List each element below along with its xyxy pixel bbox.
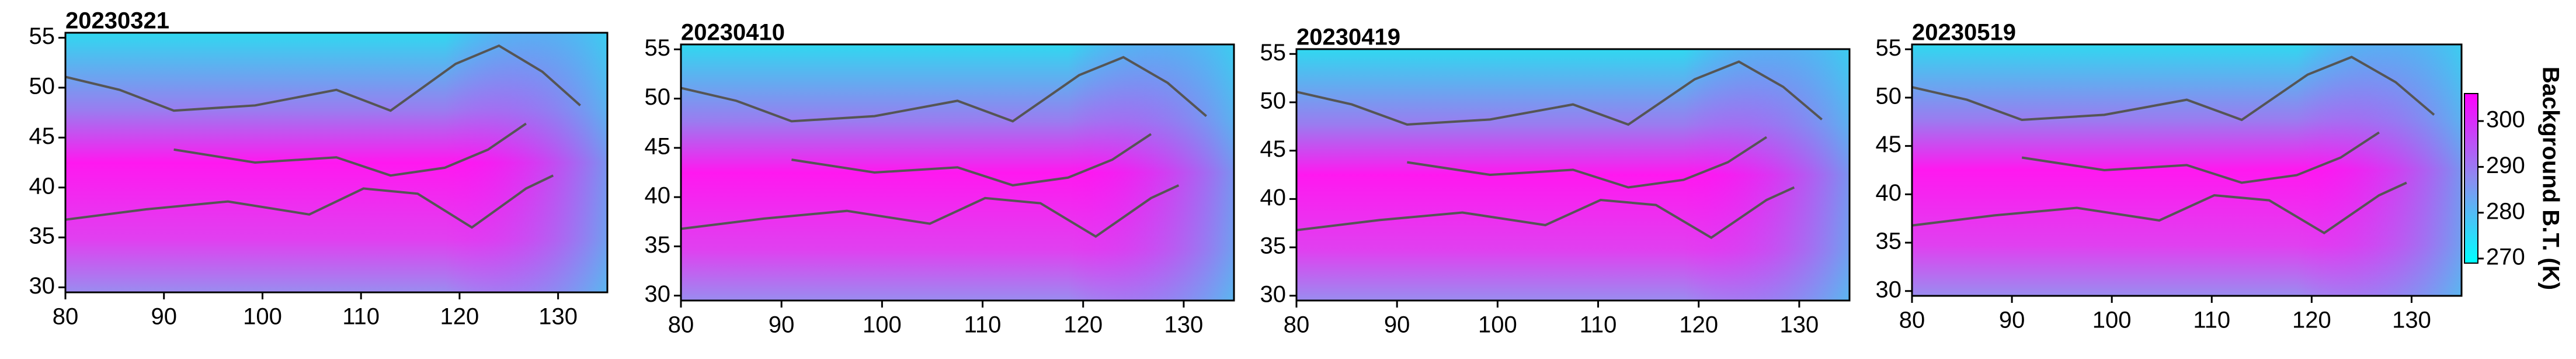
boundary-line	[680, 56, 1207, 123]
panel-title: 20230321	[65, 8, 169, 34]
plot-frame	[1295, 48, 1851, 302]
boundary-line	[1296, 186, 1795, 239]
boundary-line	[1407, 136, 1768, 189]
x-tick-label: 90	[769, 312, 795, 338]
x-tick-label: 100	[1478, 312, 1517, 338]
colorbar-tick-label: 270	[2486, 244, 2525, 270]
boundary-line	[1296, 60, 1823, 126]
map-image-overlay	[65, 33, 607, 292]
panel-title: 20230519	[1912, 20, 2016, 46]
x-tick-label: 110	[2193, 308, 2230, 333]
x-tick-label: 80	[53, 304, 79, 330]
x-tick-label: 90	[151, 304, 177, 330]
x-tick-label: 90	[1384, 312, 1410, 338]
x-tick-label: 130	[538, 304, 578, 330]
map-image-overlay	[1296, 49, 1850, 301]
x-tick-label: 110	[1580, 312, 1617, 338]
map-image-overlay	[1912, 44, 2462, 296]
boundary-line	[1911, 56, 2435, 122]
y-tick-label: 55	[645, 35, 671, 61]
boundary-line	[1911, 181, 2407, 234]
panel-title: 20230419	[1296, 25, 1400, 50]
y-tick-label: 40	[1260, 185, 1287, 210]
x-tick-label: 110	[342, 304, 380, 330]
panel-title: 20230410	[681, 20, 785, 46]
colorbar-label: Background B.T. (K)	[2537, 67, 2563, 290]
map-image-overlay	[681, 44, 1234, 301]
colorbar	[2464, 93, 2478, 264]
y-tick-label: 40	[645, 183, 671, 209]
boundary-line	[680, 184, 1180, 238]
x-tick-label: 100	[243, 304, 282, 330]
y-tick-label: 45	[1260, 136, 1287, 162]
x-tick-label: 130	[1780, 312, 1819, 338]
x-tick-label: 100	[2092, 308, 2132, 333]
y-tick-label: 45	[1876, 132, 1902, 157]
plot-frame	[1911, 43, 2463, 297]
boundary-line	[65, 174, 554, 229]
y-tick-label: 55	[1876, 35, 1902, 61]
y-tick-label: 30	[645, 281, 671, 307]
x-tick-label: 120	[1063, 312, 1103, 338]
x-tick-label: 120	[2292, 308, 2331, 333]
boundary-line	[65, 44, 581, 112]
x-tick-label: 80	[1284, 312, 1310, 338]
y-tick-label: 50	[645, 84, 671, 110]
x-tick-label: 120	[1679, 312, 1718, 338]
x-tick-label: 90	[1999, 308, 2025, 333]
y-tick-label: 35	[1876, 229, 1902, 254]
y-tick-label: 30	[1260, 281, 1287, 307]
y-tick-label: 45	[645, 133, 671, 159]
y-tick-label: 50	[1876, 84, 1902, 109]
boundary-line	[2021, 131, 2380, 184]
y-tick-label: 45	[29, 123, 55, 149]
y-tick-label: 55	[1260, 40, 1287, 65]
y-tick-label: 35	[1260, 233, 1287, 259]
y-tick-label: 30	[29, 273, 55, 299]
x-tick-label: 80	[668, 312, 694, 338]
x-tick-label: 120	[440, 304, 479, 330]
colorbar-tick-label: 300	[2486, 107, 2525, 133]
y-tick-label: 55	[29, 23, 55, 49]
y-tick-label: 35	[29, 223, 55, 249]
colorbar-tick-label: 280	[2486, 198, 2525, 224]
y-tick-label: 35	[645, 232, 671, 258]
x-tick-label: 130	[2392, 308, 2431, 333]
colorbar-tick-label: 290	[2486, 153, 2525, 178]
y-tick-label: 50	[1260, 88, 1287, 114]
y-tick-label: 30	[1876, 277, 1902, 302]
plot-frame	[64, 32, 609, 294]
boundary-line	[173, 122, 527, 177]
x-tick-label: 80	[1899, 308, 1925, 333]
x-tick-label: 130	[1164, 312, 1204, 338]
x-tick-label: 100	[863, 312, 902, 338]
y-tick-label: 40	[1876, 180, 1902, 206]
y-tick-label: 40	[29, 173, 55, 199]
x-tick-label: 110	[964, 312, 1002, 338]
plot-frame	[680, 43, 1235, 302]
y-tick-label: 50	[29, 73, 55, 99]
boundary-line	[791, 133, 1152, 187]
